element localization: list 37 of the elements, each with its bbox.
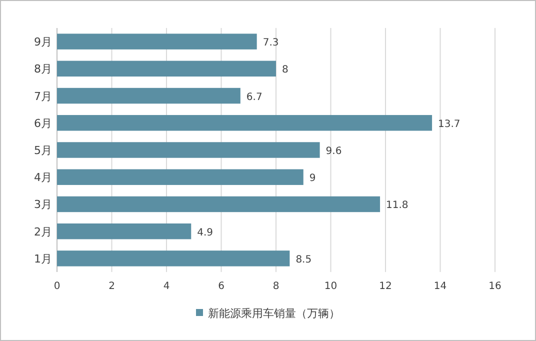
bar <box>57 115 432 131</box>
x-tick-label: 0 <box>54 281 60 292</box>
bar <box>57 196 380 212</box>
y-tick-label: 6月 <box>34 116 52 130</box>
x-tick-label: 6 <box>218 281 224 292</box>
y-tick-label: 2月 <box>34 225 52 238</box>
x-tick-label: 2 <box>108 281 115 292</box>
data-label: 11.8 <box>386 200 408 212</box>
data-label: 8 <box>282 64 288 76</box>
bar <box>57 142 320 158</box>
x-tick-label: 8 <box>272 281 280 292</box>
data-label: 13.7 <box>438 118 460 130</box>
bar <box>57 250 290 266</box>
bar <box>57 34 257 50</box>
data-label: 4.9 <box>197 227 214 238</box>
x-tick-label: 4 <box>163 281 170 292</box>
bar <box>57 88 240 104</box>
y-tick-label: 4月 <box>34 171 52 184</box>
data-label: 8.5 <box>296 254 312 266</box>
y-tick-label: 8月 <box>34 62 52 76</box>
bar <box>57 169 304 185</box>
legend-label: 新能源乘用车销量（万辆） <box>208 307 340 320</box>
data-label: 9 <box>309 173 316 184</box>
bar <box>57 223 192 240</box>
x-tick-label: 12 <box>379 281 392 292</box>
y-tick-label: 3月 <box>34 198 52 212</box>
x-tick-label: 14 <box>434 281 447 292</box>
data-label: 7.3 <box>262 38 279 49</box>
y-tick-label: 1月 <box>34 252 52 266</box>
x-tick-label: 10 <box>324 281 338 292</box>
y-tick-label: 9月 <box>34 36 52 49</box>
data-label: 6.7 <box>246 92 262 103</box>
bar <box>57 60 276 77</box>
y-tick-label: 7月 <box>34 90 52 103</box>
data-label: 9.6 <box>326 146 342 157</box>
x-tick-label: 16 <box>488 281 502 292</box>
y-tick-label: 5月 <box>34 144 52 157</box>
